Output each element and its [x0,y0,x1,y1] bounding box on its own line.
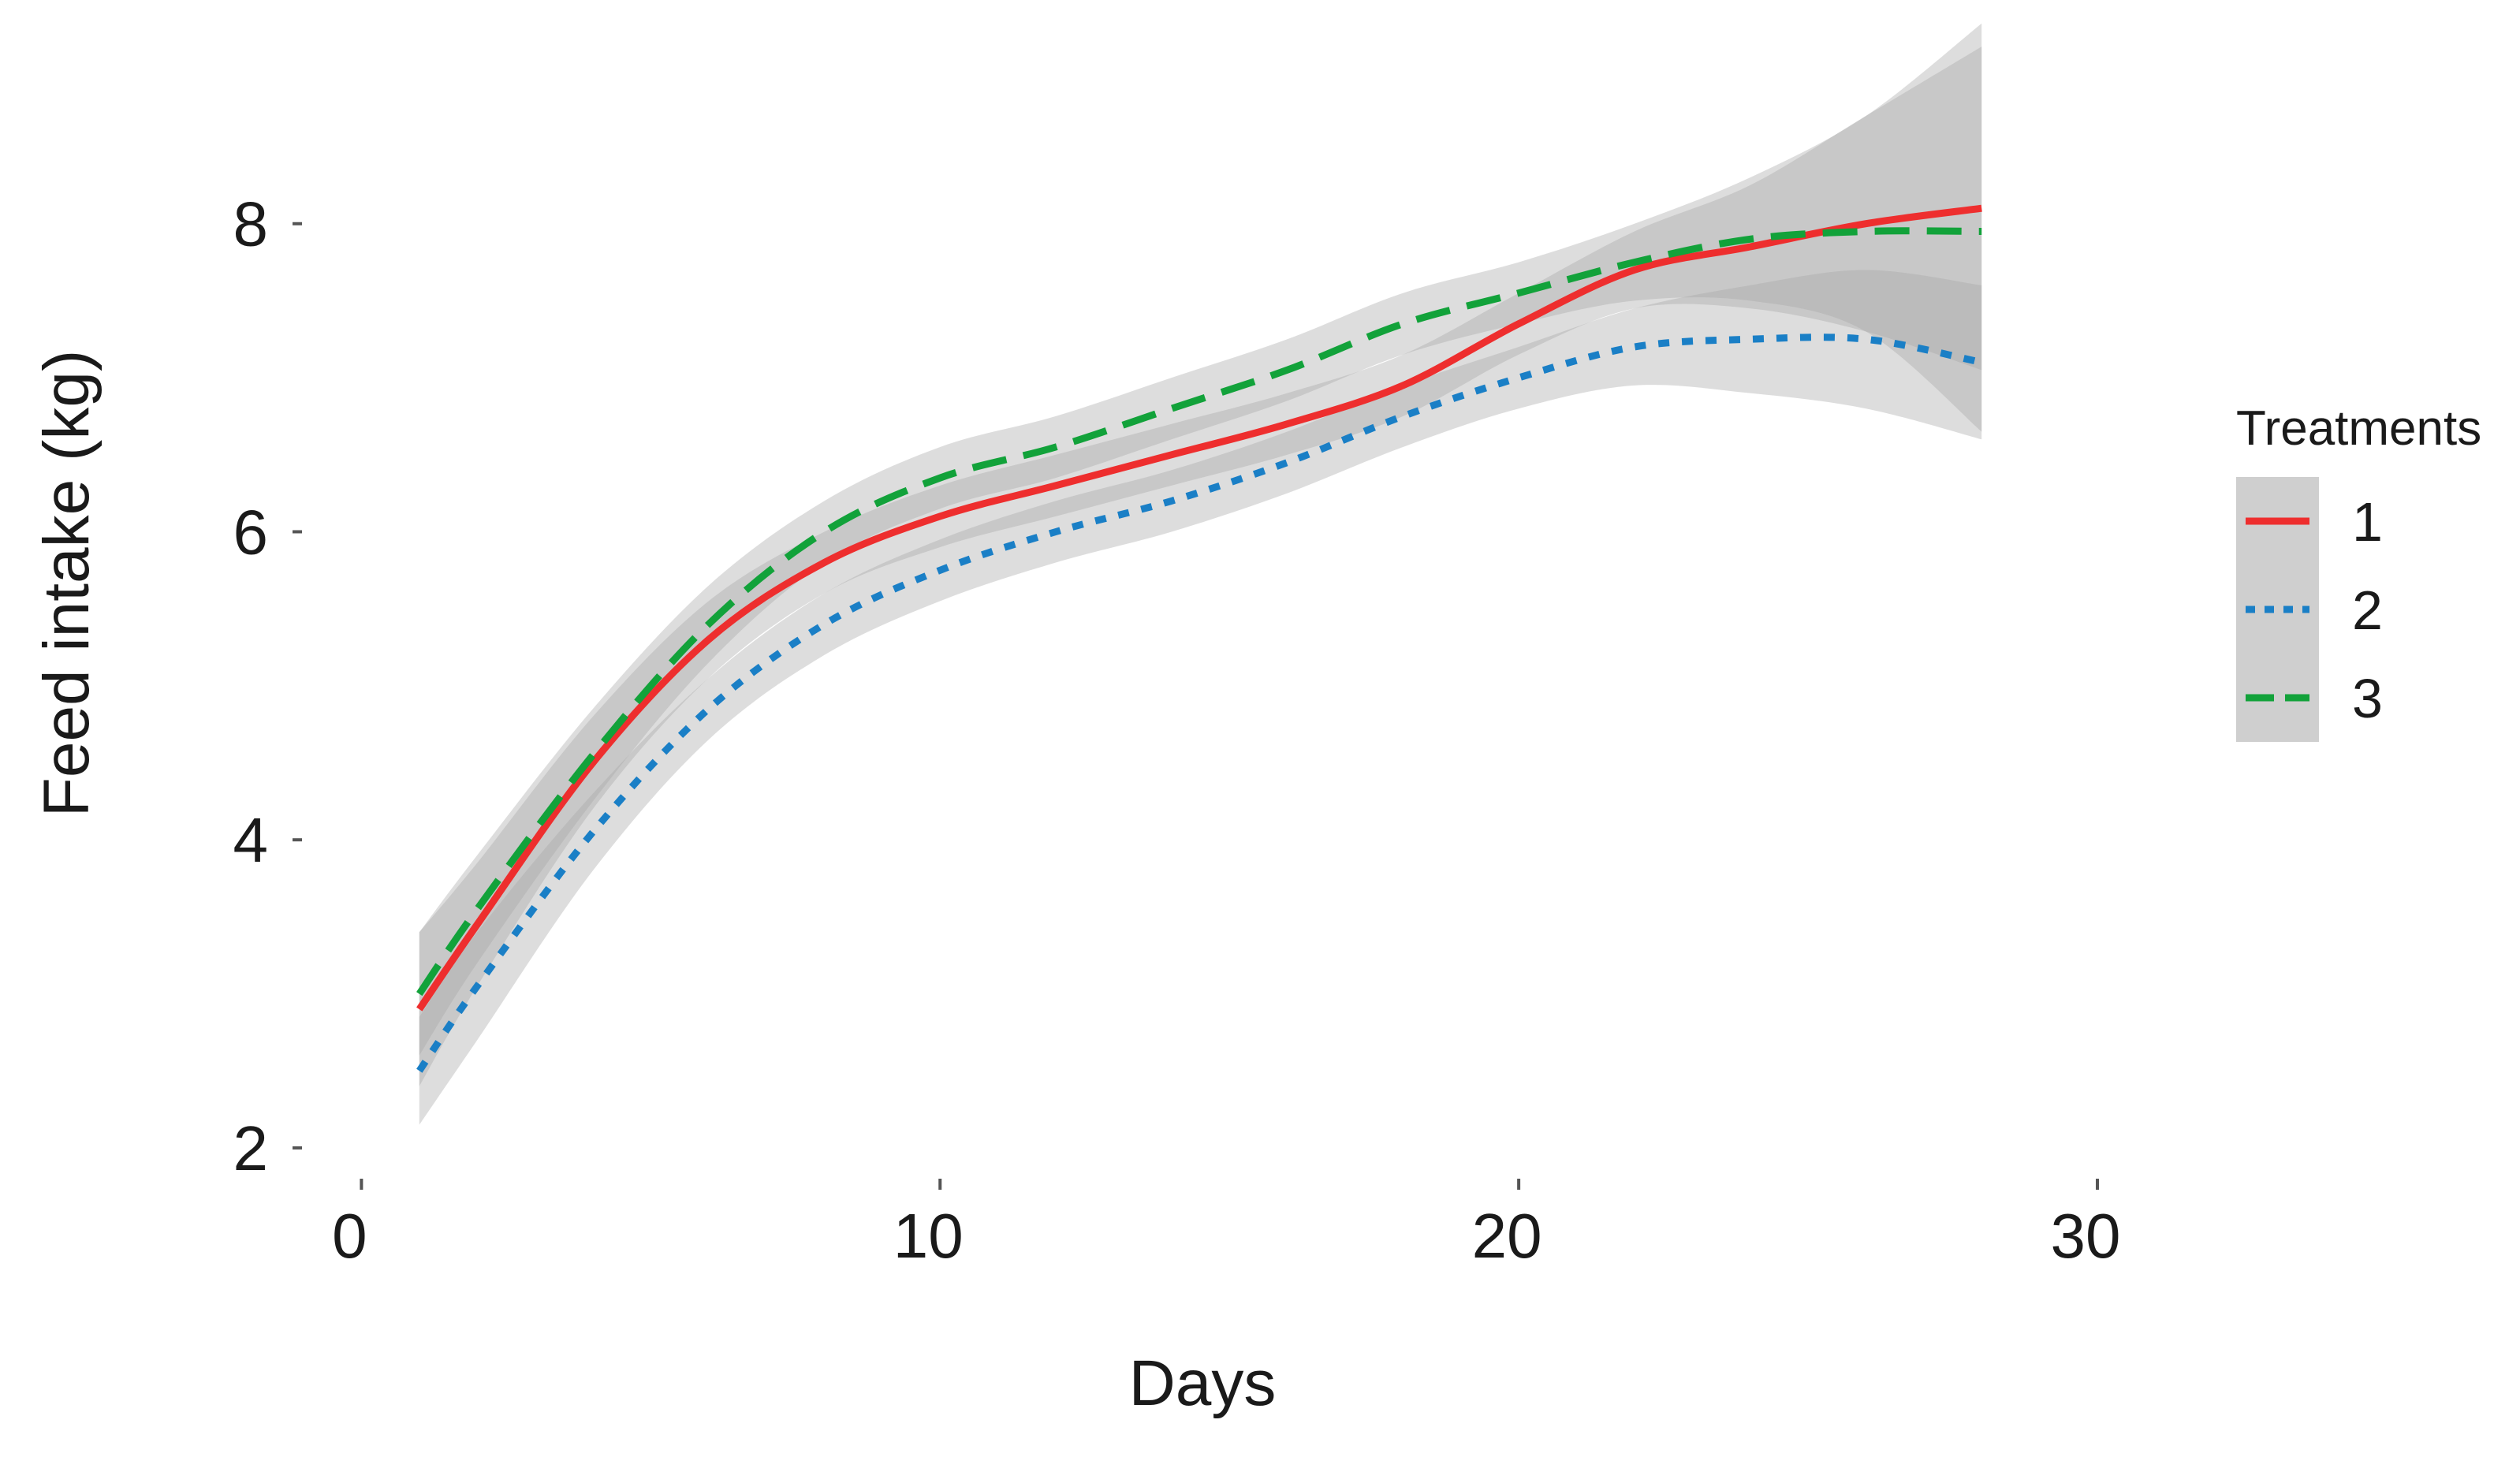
x-tick-label: 20 [1472,1201,1542,1271]
confidence-band-1 [419,47,1982,1086]
y-tick-label: 6 [233,497,269,567]
series-line-3 [416,227,1982,997]
y-tick-label: 2 [233,1113,269,1183]
x-tick-label: 30 [2051,1201,2121,1271]
y-tick-label: 4 [233,805,269,875]
x-tick-label: 0 [332,1201,367,1271]
confidence-bands [419,23,1982,1125]
y-axis-title: Feed intake (kg) [31,350,103,818]
axes: 2 4 6 8 0 10 20 30 [233,189,2121,1271]
legend-title: Treatments [2236,401,2481,456]
legend-label-1: 1 [2352,491,2383,553]
series-line-1 [416,204,1982,1012]
legend: Treatments 1 2 3 [2236,401,2481,742]
x-tick-label: 10 [893,1201,964,1271]
x-axis-title: Days [1129,1347,1277,1419]
y-tick-label: 8 [233,189,269,259]
series-lines [416,204,1983,1073]
confidence-band-2 [419,270,1982,1125]
legend-label-3: 3 [2352,668,2383,729]
legend-label-2: 2 [2352,579,2383,641]
series-line-2 [416,334,1983,1073]
confidence-band-3 [419,23,1982,1056]
